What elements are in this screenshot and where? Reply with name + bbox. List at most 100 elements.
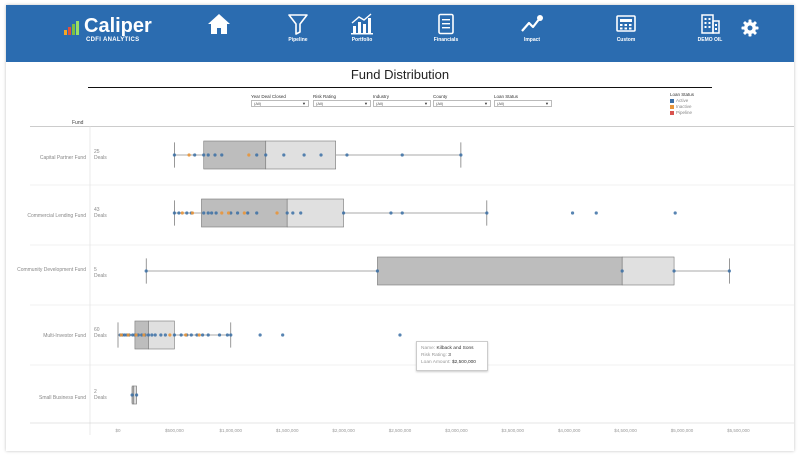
- deal-point-inactive[interactable]: [180, 211, 184, 215]
- deal-point-active[interactable]: [672, 269, 676, 273]
- deal-point-inactive[interactable]: [197, 333, 201, 337]
- deal-point-active[interactable]: [136, 333, 140, 337]
- nav-financials[interactable]: Financials: [414, 13, 478, 57]
- legend-item-pipeline[interactable]: Pipeline: [670, 110, 730, 116]
- deal-point-active[interactable]: [202, 211, 206, 215]
- deal-point-active[interactable]: [206, 153, 210, 157]
- deal-point-inactive[interactable]: [134, 333, 138, 337]
- deal-point-active[interactable]: [727, 269, 731, 273]
- deal-point-active[interactable]: [217, 333, 222, 337]
- deal-point-active[interactable]: [673, 211, 677, 215]
- deal-point-active[interactable]: [281, 333, 285, 337]
- deal-point-active[interactable]: [150, 333, 154, 337]
- deal-point-inactive[interactable]: [142, 333, 146, 337]
- nav-portfolio[interactable]: Portfolio: [330, 13, 394, 57]
- deal-point-active[interactable]: [485, 211, 489, 215]
- loan-status-select[interactable]: (All) ▼: [494, 100, 552, 107]
- deal-point-active[interactable]: [200, 333, 205, 337]
- deal-point-inactive[interactable]: [184, 333, 188, 337]
- year-deal-closed-select[interactable]: (All) ▼: [251, 100, 309, 107]
- nav-pipeline[interactable]: Pipeline: [266, 13, 330, 57]
- deal-point-active[interactable]: [146, 333, 151, 337]
- deal-point-active[interactable]: [213, 153, 217, 157]
- nav-home[interactable]: [187, 13, 251, 57]
- box-upper-half[interactable]: [621, 256, 675, 286]
- industry-select[interactable]: (All) ▼: [373, 100, 431, 107]
- deal-point-active[interactable]: [172, 153, 176, 157]
- deal-point-active[interactable]: [229, 211, 233, 215]
- deal-point-active[interactable]: [177, 211, 181, 215]
- deal-point-active[interactable]: [225, 333, 230, 337]
- deal-point-active[interactable]: [264, 153, 268, 157]
- deal-point-active[interactable]: [570, 211, 575, 215]
- deal-point-inactive[interactable]: [190, 211, 195, 215]
- deal-point-active[interactable]: [193, 153, 197, 157]
- deal-point-active[interactable]: [210, 211, 214, 215]
- deal-point-active[interactable]: [206, 333, 210, 337]
- box-lower-half[interactable]: [377, 256, 623, 286]
- deal-point-active[interactable]: [189, 333, 193, 337]
- box-upper-half[interactable]: [286, 198, 344, 228]
- deal-point-active[interactable]: [291, 211, 295, 215]
- caliper-logo[interactable]: Caliper CDFI ANALYTICS: [62, 15, 162, 51]
- deal-point-active[interactable]: [345, 153, 349, 157]
- deal-point-active[interactable]: [255, 153, 259, 157]
- deal-point-active[interactable]: [220, 153, 224, 157]
- box-upper-half[interactable]: [265, 140, 336, 170]
- deal-point-active[interactable]: [135, 393, 139, 397]
- deal-point-active[interactable]: [319, 153, 323, 157]
- deal-point-active[interactable]: [206, 211, 210, 215]
- deal-point-active[interactable]: [131, 333, 135, 337]
- deal-point-active[interactable]: [341, 211, 346, 215]
- deal-point-inactive[interactable]: [187, 153, 191, 157]
- deal-point-active[interactable]: [400, 153, 404, 157]
- deal-point-active[interactable]: [285, 211, 289, 215]
- deal-point-inactive[interactable]: [242, 211, 246, 215]
- deal-point-active[interactable]: [179, 333, 183, 337]
- deal-point-active[interactable]: [144, 269, 148, 273]
- deal-point-active[interactable]: [195, 333, 199, 337]
- deal-point-active[interactable]: [398, 333, 402, 337]
- legend-item-active[interactable]: Active: [670, 98, 730, 104]
- deal-point-active[interactable]: [459, 153, 463, 157]
- nav-settings[interactable]: [728, 19, 772, 63]
- deal-point-active[interactable]: [214, 211, 218, 215]
- deal-point-inactive[interactable]: [275, 211, 279, 215]
- deal-point-active[interactable]: [375, 269, 380, 273]
- deal-point-active[interactable]: [620, 269, 624, 273]
- deal-point-active[interactable]: [299, 211, 303, 215]
- county-select[interactable]: (All) ▼: [433, 100, 491, 107]
- deal-point-active[interactable]: [163, 333, 167, 337]
- fund-distribution-boxplot[interactable]: $0 $500,000 $1,000,000 $1,500,000 $2,000,000…: [6, 5, 794, 451]
- deal-point-active[interactable]: [172, 333, 176, 337]
- nav-custom[interactable]: Custom: [594, 13, 658, 57]
- deal-point-inactive[interactable]: [220, 211, 224, 215]
- deal-point-active[interactable]: [255, 211, 259, 215]
- deal-point-active[interactable]: [389, 211, 393, 215]
- deal-point-active[interactable]: [202, 153, 206, 157]
- deal-point-active[interactable]: [258, 333, 262, 337]
- deal-point-active[interactable]: [246, 211, 250, 215]
- deal-point-active[interactable]: [400, 211, 404, 215]
- deal-point-active[interactable]: [130, 393, 134, 397]
- deal-point-active[interactable]: [123, 333, 127, 337]
- deal-point-inactive[interactable]: [226, 211, 231, 215]
- deal-point-inactive[interactable]: [119, 333, 123, 337]
- deal-point-active[interactable]: [153, 333, 157, 337]
- deal-point-active[interactable]: [302, 153, 306, 157]
- deal-point-inactive[interactable]: [168, 333, 172, 337]
- deal-point-active[interactable]: [159, 333, 163, 337]
- nav-impact[interactable]: Impact: [500, 13, 564, 57]
- deal-point-active[interactable]: [235, 211, 240, 215]
- deal-point-active[interactable]: [594, 211, 598, 215]
- nav-org[interactable]: DEMO OIL: [678, 13, 742, 57]
- deal-point-inactive[interactable]: [126, 333, 130, 337]
- legend-item-inactive[interactable]: Inactive: [670, 104, 730, 110]
- deal-point-active[interactable]: [282, 153, 286, 157]
- deal-point-active[interactable]: [140, 333, 144, 337]
- deal-point-active[interactable]: [229, 333, 233, 337]
- risk-rating-select[interactable]: (All) ▼: [313, 100, 371, 107]
- deal-point-inactive[interactable]: [247, 153, 251, 157]
- deal-point-active[interactable]: [185, 211, 189, 215]
- deal-point-active[interactable]: [172, 211, 176, 215]
